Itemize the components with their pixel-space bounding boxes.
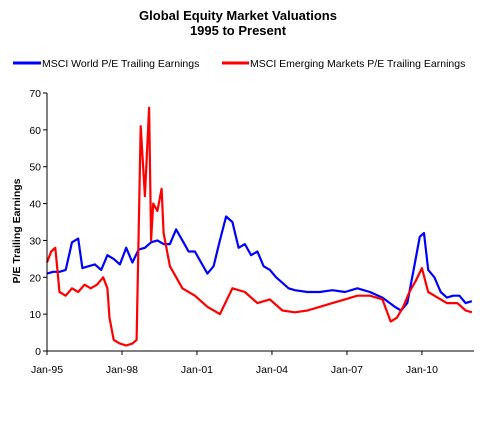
- y-axis-ticks: 0 10 20 30 40 50 60 70: [29, 88, 47, 358]
- chart-subtitle: 1995 to Present: [190, 23, 287, 38]
- y-tick-label: 50: [29, 162, 41, 174]
- y-tick-label: 70: [29, 88, 41, 100]
- y-tick-label: 60: [29, 125, 41, 137]
- legend-label-msci-world: MSCI World P/E Trailing Earnings: [42, 58, 199, 70]
- y-tick-label: 30: [29, 235, 41, 247]
- y-tick-label: 20: [29, 272, 41, 284]
- y-tick-label: 10: [29, 309, 41, 321]
- x-tick-label: Jan-04: [256, 364, 288, 376]
- x-tick-label: Jan-98: [106, 364, 138, 376]
- y-axis-label: P/E Trailing Earnings: [11, 178, 23, 283]
- series-line-msci-emerging: [45, 106, 473, 347]
- legend-label-msci-emerging: MSCI Emerging Markets P/E Trailing Earni…: [250, 58, 465, 70]
- x-tick-label: Jan-10: [406, 364, 438, 376]
- x-tick-label: Jan-95: [31, 364, 63, 376]
- chart-title: Global Equity Market Valuations: [139, 8, 337, 23]
- x-axis-ticks: Jan-95 Jan-98 Jan-01 Jan-04 Jan-07 Jan-10: [31, 351, 438, 376]
- y-tick-label: 0: [35, 346, 41, 358]
- legend: MSCI World P/E Trailing Earnings MSCI Em…: [13, 58, 465, 70]
- y-tick-label: 40: [29, 199, 41, 211]
- series-layer: [45, 106, 473, 347]
- x-tick-label: Jan-07: [331, 364, 363, 376]
- x-tick-label: Jan-01: [181, 364, 213, 376]
- series-line-msci-world: [46, 215, 473, 312]
